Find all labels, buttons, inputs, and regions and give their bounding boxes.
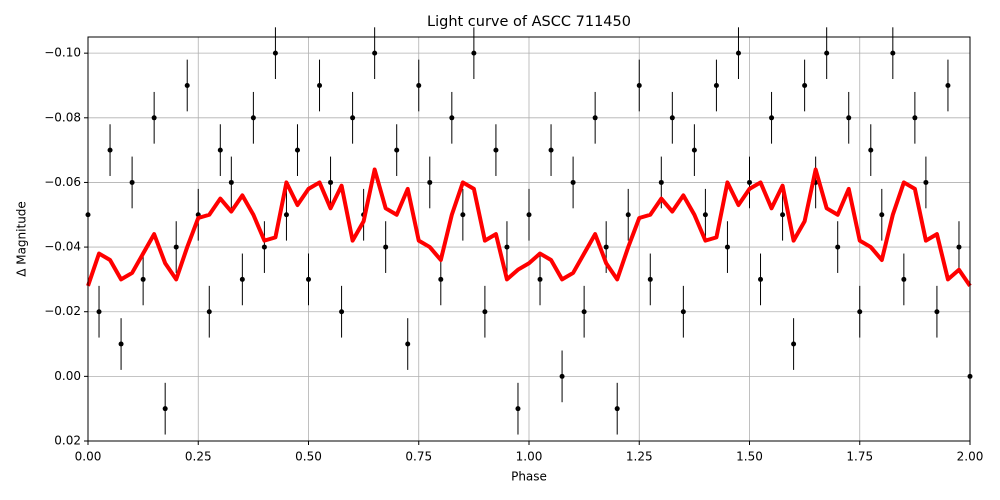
data-point (438, 276, 444, 282)
data-point (482, 309, 488, 315)
y-tick-label: −0.10 (44, 46, 81, 60)
y-tick-label: 0.00 (54, 369, 81, 383)
data-point (691, 147, 697, 153)
data-point (901, 276, 907, 282)
data-point (206, 309, 212, 315)
data-point (504, 244, 510, 250)
data-point (735, 50, 741, 56)
data-point (857, 309, 863, 315)
data-point (923, 179, 929, 185)
y-tick-label: −0.04 (44, 240, 81, 254)
x-axis-label: Phase (511, 470, 547, 484)
plot-frame (87, 36, 971, 442)
data-point (162, 406, 168, 412)
y-tick-label: −0.02 (44, 304, 81, 318)
data-point (868, 147, 874, 153)
data-point (934, 309, 940, 315)
data-point (294, 147, 300, 153)
data-point (669, 115, 675, 121)
trend-line (86, 167, 972, 287)
data-point (306, 276, 311, 282)
data-point (581, 309, 587, 315)
data-point (614, 406, 620, 412)
data-point (118, 341, 124, 347)
data-point (592, 115, 598, 121)
x-tick-label: 1.25 (626, 450, 653, 464)
data-point (317, 82, 323, 88)
data-point (835, 244, 841, 250)
data-point (658, 179, 664, 185)
data-point (625, 212, 631, 218)
data-point (724, 244, 730, 250)
data-point (647, 276, 653, 282)
data-point (460, 212, 466, 218)
data-point (559, 373, 565, 379)
data-point (140, 276, 146, 282)
data-point (912, 115, 918, 121)
data-point (548, 147, 554, 153)
data-point (802, 82, 808, 88)
data-point (173, 244, 179, 250)
x-tick-label: 0.75 (405, 450, 432, 464)
data-point (261, 244, 267, 250)
data-point (184, 82, 190, 88)
data-point (515, 406, 521, 412)
data-point (328, 179, 334, 185)
data-point (713, 82, 719, 88)
data-point (239, 276, 245, 282)
x-tick-label: 1.00 (516, 450, 543, 464)
x-tick-label: 1.50 (736, 450, 763, 464)
data-point (427, 179, 433, 185)
data-point (603, 244, 609, 250)
data-point (769, 115, 775, 121)
data-point (405, 341, 411, 347)
data-point (283, 212, 289, 218)
x-tick-label: 2.00 (957, 450, 984, 464)
data-point (250, 115, 256, 121)
data-point (791, 341, 797, 347)
data-point (96, 309, 102, 315)
data-point (824, 50, 830, 56)
data-point (217, 147, 223, 153)
data-point (129, 179, 135, 185)
chart-title: Light curve of ASCC 711450 (427, 14, 631, 30)
data-point (636, 82, 642, 88)
data-point (449, 115, 455, 121)
data-point (107, 147, 113, 153)
data-point (702, 212, 708, 218)
data-point (879, 212, 885, 218)
y-axis-label: Δ Magnitude (15, 201, 29, 277)
data-point (151, 115, 157, 121)
data-point (890, 50, 896, 56)
data-point (747, 179, 752, 185)
y-tick-label: 0.02 (54, 434, 81, 448)
y-tick-label: −0.08 (44, 110, 81, 124)
x-tick-label: 1.75 (846, 450, 873, 464)
data-point (372, 50, 378, 56)
data-point (758, 276, 764, 282)
x-tick-label: 0.00 (75, 450, 102, 464)
data-point (956, 244, 962, 250)
data-point (272, 50, 278, 56)
data-point (416, 82, 422, 88)
data-point (680, 309, 686, 315)
data-point (471, 50, 477, 56)
y-tick-label: −0.06 (44, 175, 81, 189)
data-point (780, 212, 786, 218)
data-point (570, 179, 576, 185)
data-point (493, 147, 499, 153)
data-point (383, 244, 389, 250)
x-tick-label: 0.50 (295, 450, 322, 464)
data-point (945, 82, 951, 88)
data-point (350, 115, 356, 121)
data-point (339, 309, 345, 315)
x-tick-label: 0.25 (185, 450, 212, 464)
data-point (526, 212, 532, 218)
data-point (394, 147, 400, 153)
data-point (228, 179, 234, 185)
data-point (846, 115, 852, 121)
data-point (537, 276, 543, 282)
